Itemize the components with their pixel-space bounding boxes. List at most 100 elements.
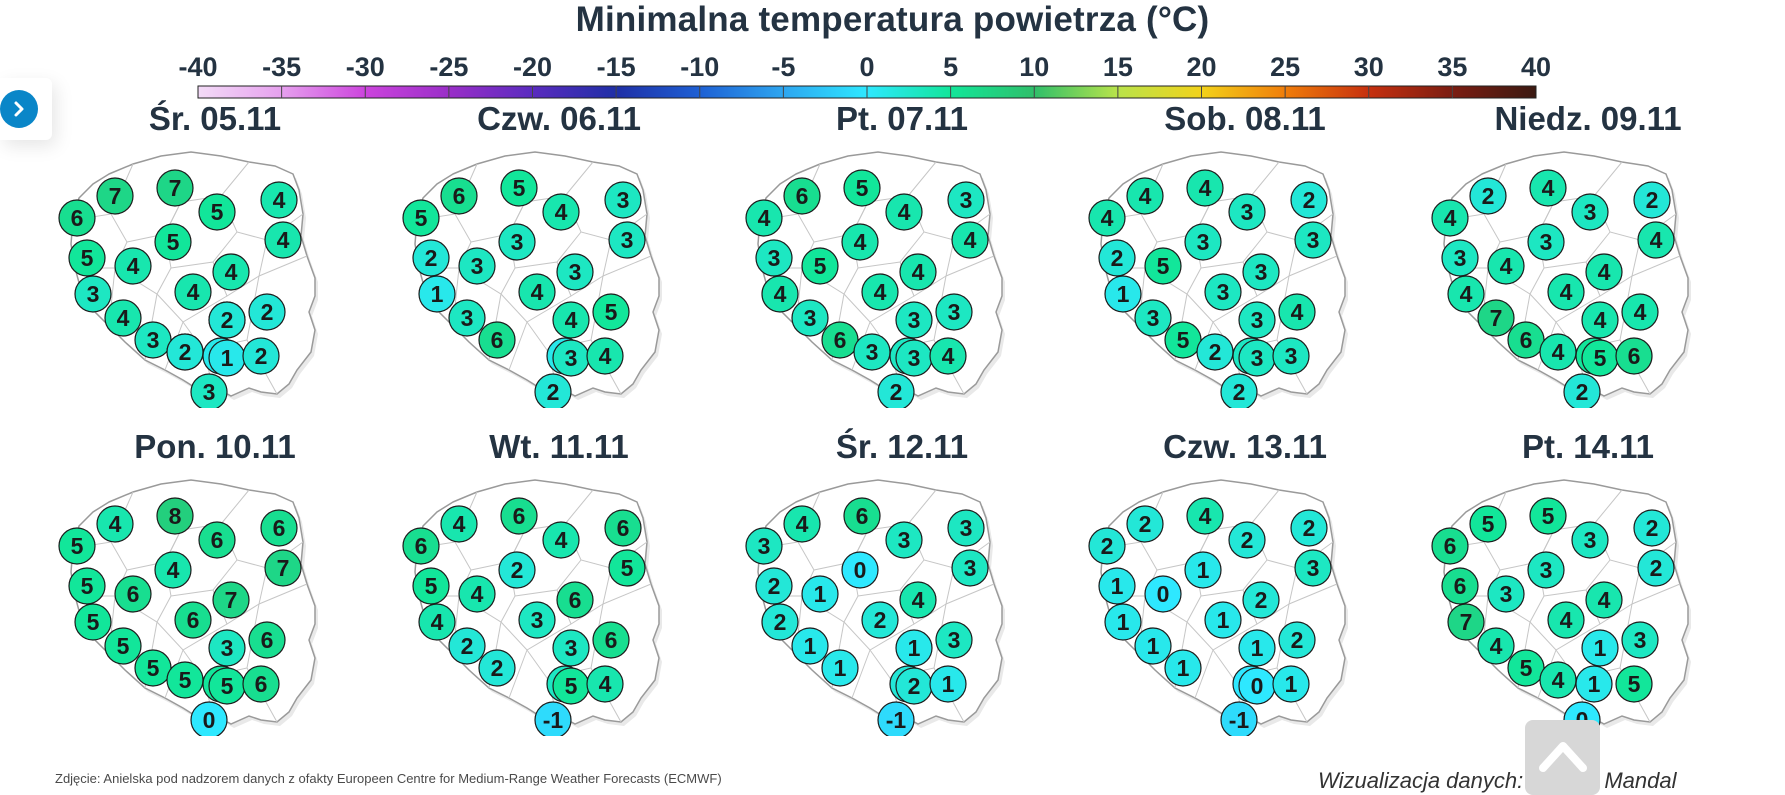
station-marker-lodz: 1 xyxy=(1204,601,1242,639)
expand-sidebar-button[interactable] xyxy=(0,90,38,128)
temperature-value: 6 xyxy=(415,533,428,559)
temperature-value: 5 xyxy=(179,667,192,693)
temperature-circle xyxy=(1204,273,1242,311)
station-marker-rzeszow: 3 xyxy=(1272,337,1310,375)
station-marker-suwalki: 2 xyxy=(1290,181,1328,219)
temperature-value: 7 xyxy=(109,183,122,209)
temperature-value: 3 xyxy=(1147,305,1160,331)
temperature-circle xyxy=(552,301,590,339)
station-marker-rzeszow: 6 xyxy=(1615,337,1653,375)
temperature-value: 5 xyxy=(147,655,160,681)
temperature-colorbar: -40 -35 -30 -25 -20 -15 -10 -5 0 5 10 15 20 25 30 35 40 xyxy=(178,52,1551,99)
temperature-value: 3 xyxy=(569,259,582,285)
temperature-circle xyxy=(929,337,967,375)
station-marker-legnica: 4 xyxy=(1477,627,1515,665)
temperature-value: 5 xyxy=(87,609,100,635)
forecast-panel: Pt. 07.11465434435444333633342 xyxy=(732,100,1072,420)
temperature-value: 2 xyxy=(874,607,887,633)
temperature-circle xyxy=(1238,301,1276,339)
station-marker-poznan: 1 xyxy=(801,575,839,613)
temperature-circle xyxy=(604,181,642,219)
station-marker-gdansk: 5 xyxy=(1529,497,1567,535)
station-marker-lublin: 2 xyxy=(1278,621,1316,659)
temperature-value: 3 xyxy=(1454,245,1467,271)
station-marker-pila: 2 xyxy=(1098,239,1136,277)
temperature-circle xyxy=(174,601,212,639)
temperature-circle xyxy=(1447,603,1485,641)
station-marker-lublin: 2 xyxy=(248,293,286,331)
temperature-circle xyxy=(801,575,839,613)
station-marker-wroclaw: 3 xyxy=(134,321,172,359)
temperature-circle xyxy=(556,253,594,291)
station-marker-kielce: 1 xyxy=(1581,629,1619,667)
temperature-value: 0 xyxy=(203,707,216,733)
temperature-circle xyxy=(542,193,580,231)
station-marker-suwalki: 2 xyxy=(1290,509,1328,547)
colorbar-tick-label: -10 xyxy=(680,52,719,82)
temperature-circle xyxy=(114,575,152,613)
temperature-value: 4 xyxy=(1101,205,1114,231)
temperature-value: 3 xyxy=(1540,557,1553,583)
temperature-circle xyxy=(1204,601,1242,639)
temperature-value: 4 xyxy=(273,187,286,213)
station-marker-nowy-sacz: 2 xyxy=(877,373,915,408)
day-title: Sob. 08.11 xyxy=(1164,100,1326,137)
temperature-value: 4 xyxy=(555,527,568,553)
station-marker-elblag: 3 xyxy=(1571,193,1609,231)
poland-map: 465434435444333633342 xyxy=(745,151,1005,408)
temperature-value: 6 xyxy=(513,503,526,529)
temperature-value: 1 xyxy=(1251,635,1264,661)
temperature-circle xyxy=(1088,199,1126,237)
temperature-value: 7 xyxy=(169,175,182,201)
day-title: Niedz. 09.11 xyxy=(1494,100,1682,137)
station-marker-olsztyn: 3 xyxy=(1527,551,1565,589)
temperature-circle xyxy=(1134,627,1172,665)
station-marker-szczecin: 4 xyxy=(1431,199,1469,237)
scroll-to-top-button[interactable] xyxy=(1525,720,1600,795)
temperature-circle xyxy=(1637,549,1675,587)
temperature-value: 3 xyxy=(221,635,234,661)
station-marker-poznan: 0 xyxy=(1144,575,1182,613)
station-marker-gdansk: 4 xyxy=(1186,169,1224,207)
temperature-value: 5 xyxy=(117,633,130,659)
station-marker-bialystok: 4 xyxy=(951,221,989,259)
temperature-value: 4 xyxy=(1598,587,1611,613)
station-marker-nowy-sacz: 2 xyxy=(1563,373,1601,408)
temperature-circle xyxy=(1278,293,1316,331)
temperature-value: 3 xyxy=(531,607,544,633)
station-marker-kielce: 4 xyxy=(552,301,590,339)
temperature-circle xyxy=(877,701,915,736)
station-marker-olsztyn: 3 xyxy=(498,223,536,261)
region-border xyxy=(851,649,871,699)
temperature-value: 6 xyxy=(856,503,869,529)
station-marker-gdansk: 8 xyxy=(156,497,194,535)
temperature-circle xyxy=(791,299,829,337)
colorbar-tick-label: -40 xyxy=(178,52,217,82)
station-marker-poznan: 5 xyxy=(801,247,839,285)
temperature-value: 4 xyxy=(555,199,568,225)
temperature-value: 4 xyxy=(1650,227,1663,253)
temperature-value: 4 xyxy=(854,229,867,255)
day-title: Pon. 10.11 xyxy=(134,428,296,465)
day-title: Czw. 13.11 xyxy=(1163,428,1327,465)
station-marker-lodz: 4 xyxy=(174,273,212,311)
colorbar-tick-label: -15 xyxy=(597,52,636,82)
temperature-circle xyxy=(745,527,783,565)
temperature-value: 7 xyxy=(277,555,290,581)
station-marker-gorzow: 6 xyxy=(1441,567,1479,605)
station-marker-poznan: 3 xyxy=(458,247,496,285)
station-marker-lublin: 3 xyxy=(935,621,973,659)
station-marker-nowy-sacz: -1 xyxy=(877,701,915,736)
temperature-value: 2 xyxy=(1646,187,1659,213)
poland-map: 2242213101212111001-1 xyxy=(1088,479,1348,736)
temperature-circle xyxy=(895,629,933,667)
temperature-value: 3 xyxy=(908,307,921,333)
temperature-circle xyxy=(500,169,538,207)
temperature-circle xyxy=(498,551,536,589)
temperature-circle xyxy=(929,665,967,703)
station-marker-szczecin: 6 xyxy=(1431,527,1469,565)
temperature-circle xyxy=(1238,629,1276,667)
temperature-circle xyxy=(1633,509,1671,547)
station-marker-legnica: 2 xyxy=(448,627,486,665)
temperature-circle xyxy=(402,527,440,565)
